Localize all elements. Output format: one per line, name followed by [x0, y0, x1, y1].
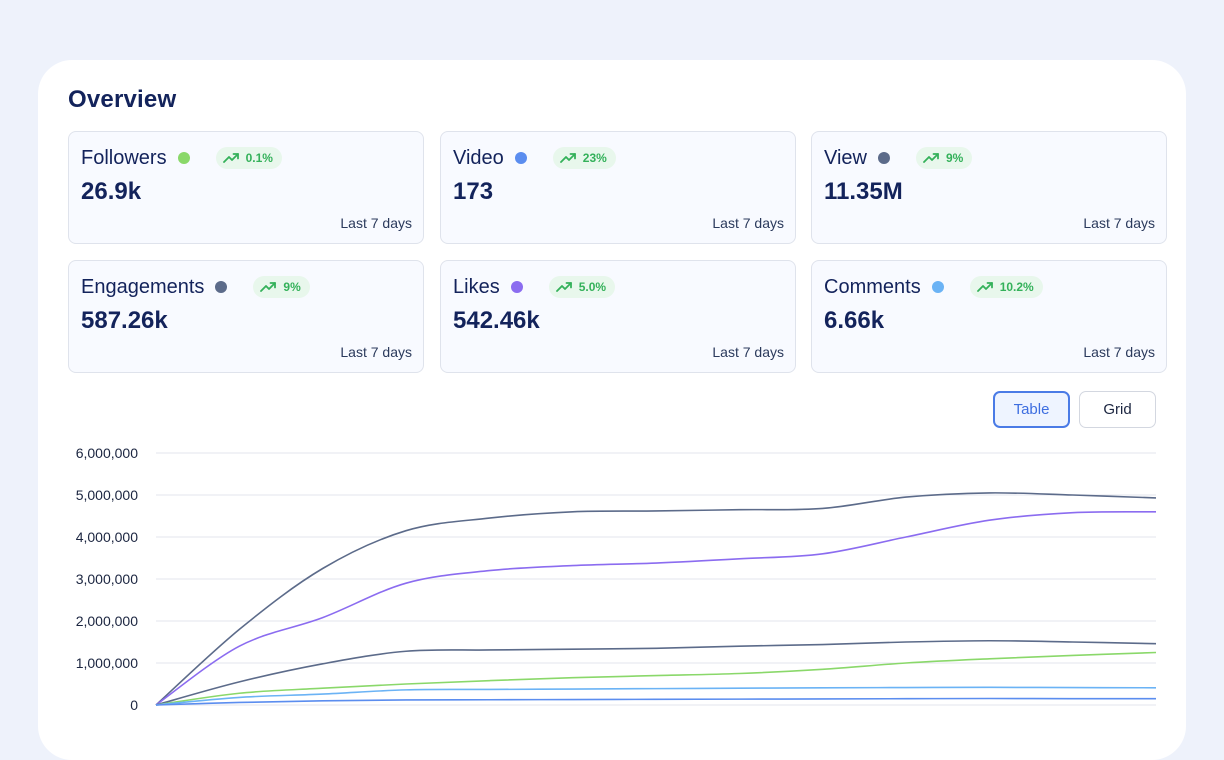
metric-value: 26.9k	[81, 178, 142, 205]
y-tick-label: 3,000,000	[76, 571, 138, 587]
series-color-dot	[177, 152, 190, 164]
trending-up-icon	[555, 282, 572, 292]
change-badge: 9%	[916, 147, 973, 169]
change-value: 9%	[283, 280, 301, 294]
change-value: 23%	[582, 151, 607, 165]
overview-panel: Overview Followers 0.1% 26.9k Last 7 days Vi…	[38, 60, 1186, 760]
metric-label: Comments	[824, 275, 921, 298]
metric-card-video: Video 23% 173 Last 7 days	[440, 131, 796, 244]
trending-up-icon	[976, 282, 993, 292]
metric-period: Last 7 days	[712, 215, 784, 231]
metric-card-header: Comments 10.2%	[824, 275, 1043, 299]
metric-card-followers: Followers 0.1% 26.9k Last 7 days	[68, 131, 424, 244]
trending-up-icon	[559, 153, 576, 163]
metric-label: Followers	[81, 146, 167, 169]
series-line-4	[155, 651, 1157, 706]
series-color-dot	[931, 281, 944, 293]
metric-card-likes: Likes 5.0% 542.46k Last 7 days	[440, 260, 796, 373]
metric-value: 587.26k	[81, 307, 168, 334]
change-value: 0.1%	[245, 151, 273, 165]
change-badge: 5.0%	[548, 276, 616, 298]
metric-period: Last 7 days	[712, 344, 784, 360]
metric-period: Last 7 days	[1083, 215, 1155, 231]
series-line-3	[155, 639, 1157, 706]
metric-label: Likes	[453, 275, 500, 298]
metric-card-engagements: Engagements 9% 587.26k Last 7 days	[68, 260, 424, 373]
metric-card-header: Likes 5.0%	[453, 275, 616, 299]
y-tick-label: 5,000,000	[76, 487, 138, 503]
change-value: 9%	[946, 151, 964, 165]
series-color-dot	[514, 152, 527, 164]
metric-period: Last 7 days	[1083, 344, 1155, 360]
metric-card-view: View 9% 11.35M Last 7 days	[811, 131, 1167, 244]
change-badge: 9%	[253, 276, 310, 298]
y-tick-label: 2,000,000	[76, 613, 138, 629]
change-badge: 23%	[552, 147, 616, 169]
overview-line-chart: 0 1,000,000 2,000,000 3,000,000 4,000,000 5,0…	[76, 445, 1157, 713]
y-tick-label: 4,000,000	[76, 529, 138, 545]
y-tick-label: 6,000,000	[76, 445, 138, 461]
grid-view-button[interactable]: Grid	[1079, 391, 1156, 428]
y-tick-label: 0	[130, 697, 138, 713]
metric-period: Last 7 days	[340, 344, 412, 360]
trending-up-icon	[260, 282, 277, 292]
metric-card-header: View 9%	[824, 146, 973, 170]
change-value: 10.2%	[999, 280, 1034, 294]
metric-value: 173	[453, 178, 494, 205]
trending-up-icon	[923, 153, 939, 163]
metric-value: 11.35M	[824, 178, 903, 205]
page-title: Overview	[68, 86, 177, 113]
metric-card-header: Video 23%	[453, 146, 616, 170]
series-line-2	[155, 510, 1157, 706]
series-line-5	[155, 686, 1157, 706]
series-line-1	[155, 492, 1157, 706]
trending-up-icon	[222, 153, 239, 163]
metric-card-header: Followers 0.1%	[81, 146, 282, 170]
metric-period: Last 7 days	[340, 215, 412, 231]
metric-card-header: Engagements 9%	[81, 275, 310, 299]
series-color-dot	[215, 281, 228, 293]
change-badge: 10.2%	[969, 276, 1043, 298]
series-color-dot	[510, 281, 523, 293]
metric-value: 542.46k	[453, 307, 540, 334]
table-view-button[interactable]: Table	[993, 391, 1070, 428]
metric-value: 6.66k	[824, 307, 885, 334]
change-badge: 0.1%	[215, 147, 282, 169]
metric-label: Engagements	[81, 275, 205, 298]
metric-label: View	[824, 146, 867, 169]
metric-label: Video	[453, 146, 504, 169]
metric-card-comments: Comments 10.2% 6.66k Last 7 days	[811, 260, 1167, 373]
series-line-6	[155, 697, 1157, 706]
change-value: 5.0%	[578, 280, 607, 294]
series-color-dot	[878, 152, 890, 164]
y-tick-label: 1,000,000	[76, 655, 138, 671]
